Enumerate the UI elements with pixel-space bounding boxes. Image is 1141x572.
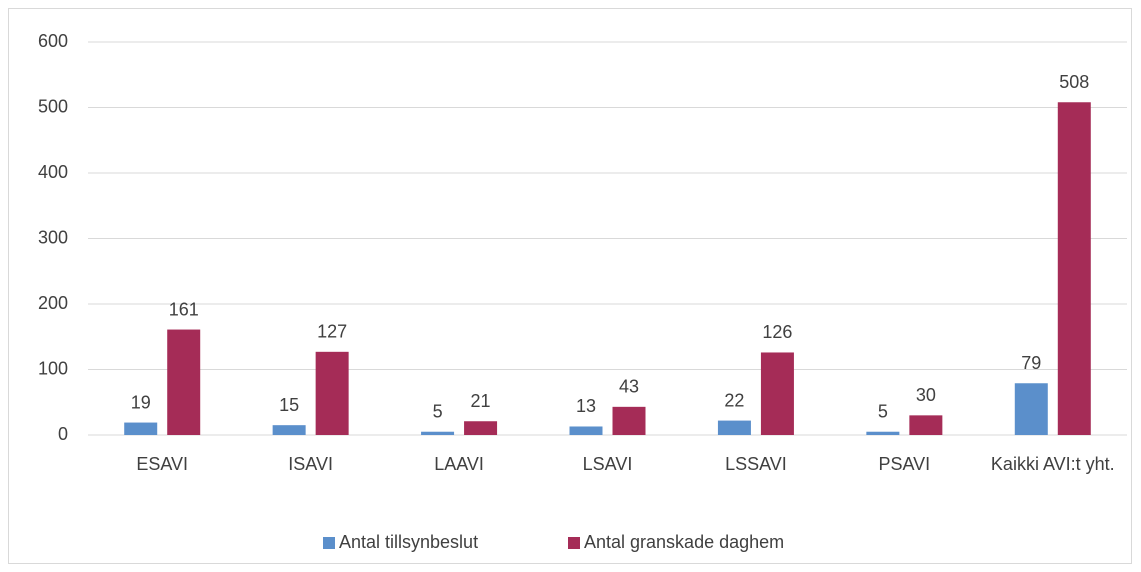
data-label: 508 xyxy=(1059,72,1089,92)
data-label: 126 xyxy=(762,322,792,342)
x-tick-label: LSAVI xyxy=(582,454,633,474)
bar xyxy=(1057,102,1091,435)
data-label: 15 xyxy=(279,395,299,415)
y-tick-label: 0 xyxy=(58,424,68,444)
x-tick-label: ESAVI xyxy=(136,454,189,474)
y-tick-label: 100 xyxy=(38,358,68,378)
data-label: 161 xyxy=(169,299,199,319)
bar xyxy=(315,351,349,435)
data-label: 43 xyxy=(619,377,639,397)
y-tick-label: 400 xyxy=(38,162,68,182)
y-tick-label: 200 xyxy=(38,293,68,313)
data-label: 21 xyxy=(471,391,491,411)
bar xyxy=(612,406,646,435)
bar xyxy=(124,422,158,435)
legend-label: Antal tillsynbeslut xyxy=(339,532,478,552)
bar xyxy=(569,426,603,435)
bar xyxy=(909,415,943,435)
bar xyxy=(464,421,498,435)
y-tick-label: 500 xyxy=(38,96,68,116)
x-tick-label: Kaikki AVI:t yht. xyxy=(990,454,1115,474)
x-tick-label: LSSAVI xyxy=(725,454,787,474)
bar xyxy=(421,431,455,435)
bar xyxy=(272,425,306,435)
legend-label: Antal granskade daghem xyxy=(584,532,784,552)
data-label: 79 xyxy=(1021,353,1041,373)
x-tick-label: PSAVI xyxy=(878,454,931,474)
bar xyxy=(866,431,900,435)
y-tick-label: 300 xyxy=(38,227,68,247)
bar xyxy=(1014,383,1048,435)
data-label: 5 xyxy=(878,401,888,421)
legend-swatch xyxy=(568,537,580,549)
bar xyxy=(760,352,794,435)
chart-border xyxy=(8,8,1132,564)
x-tick-label: LAAVI xyxy=(434,454,484,474)
data-label: 22 xyxy=(724,390,744,410)
data-label: 127 xyxy=(317,322,347,342)
bar xyxy=(717,420,751,435)
legend-swatch xyxy=(323,537,335,549)
data-label: 5 xyxy=(433,401,443,421)
data-label: 30 xyxy=(916,385,936,405)
x-tick-label: ISAVI xyxy=(288,454,333,474)
y-tick-label: 600 xyxy=(38,31,68,51)
bar xyxy=(167,329,201,435)
data-label: 13 xyxy=(576,396,596,416)
data-label: 19 xyxy=(131,392,151,412)
